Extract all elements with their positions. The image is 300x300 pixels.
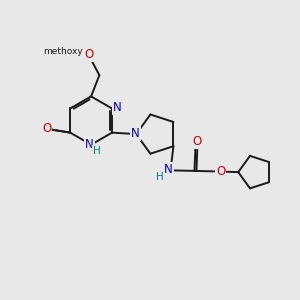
Text: O: O bbox=[193, 135, 202, 148]
Text: N: N bbox=[164, 163, 172, 176]
Text: methoxy: methoxy bbox=[43, 46, 82, 56]
Text: H: H bbox=[93, 146, 101, 156]
Text: O: O bbox=[42, 122, 51, 135]
Text: H: H bbox=[156, 172, 164, 182]
Text: N: N bbox=[85, 138, 94, 151]
Text: N: N bbox=[113, 101, 122, 114]
Text: O: O bbox=[216, 165, 225, 178]
Text: O: O bbox=[84, 47, 94, 61]
Text: N: N bbox=[131, 127, 140, 140]
